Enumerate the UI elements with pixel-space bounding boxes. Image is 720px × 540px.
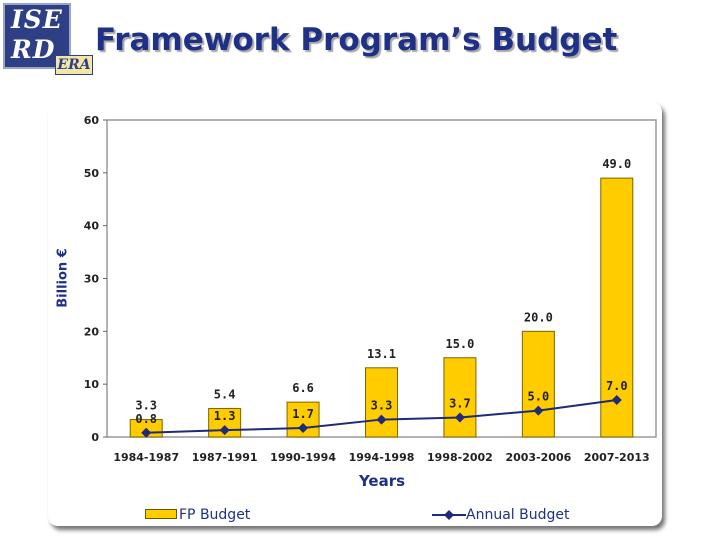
x-axis-ticks: 1984-1987 1987-1991 1990-1994 1994-1998 1998… [113, 451, 649, 464]
y-tick-label: 50 [84, 167, 100, 180]
fp-budget-data-label: 3.3 [135, 399, 157, 413]
legend-annual-budget-label: Annual Budget [466, 507, 570, 523]
fp-budget-data-label: 5.4 [214, 387, 236, 401]
fp-budget-data-label: 15.0 [445, 337, 474, 351]
annual-budget-point [298, 423, 309, 434]
y-tick-label: 40 [84, 220, 100, 233]
fp-budget-bars [129, 177, 634, 438]
x-tick-label: 1990-1994 [270, 451, 336, 464]
annual-budget-point [611, 395, 622, 406]
y-axis-ticks: 0 10 20 30 40 50 60 [84, 114, 107, 444]
x-tick-label: 2003-2006 [505, 451, 571, 464]
y-tick-label: 30 [84, 273, 100, 286]
logo-badge: ERA [55, 55, 93, 75]
x-tick-label: 1998-2002 [427, 451, 493, 464]
fp-budget-bar [286, 401, 320, 438]
y-tick-label: 10 [84, 378, 100, 391]
annual-budget-point [376, 414, 387, 425]
annual-budget-line [141, 395, 622, 438]
annual-budget-point [454, 412, 465, 423]
isered-logo: ISE RD ERA [3, 3, 93, 75]
annual-budget-data-label: 3.3 [371, 399, 393, 413]
annual-budget-data-label: 7.0 [606, 379, 628, 393]
fp-budget-bar [443, 357, 477, 438]
annual-budget-data-label: 1.3 [214, 409, 236, 423]
y-tick-label: 20 [84, 325, 100, 338]
fp-budget-bar [521, 330, 555, 438]
fp-budget-bar [365, 367, 398, 438]
logo-line1: ISE [11, 5, 63, 34]
annual-budget-data-label: 0.8 [135, 412, 157, 426]
fp-budget-data-label: 6.6 [292, 381, 314, 395]
annual-budget-point [141, 427, 152, 438]
y-tick-label: 60 [84, 114, 100, 127]
y-axis-title: Billion € [55, 248, 71, 308]
fp-budget-data-label: 13.1 [367, 347, 396, 361]
annual-budget-data-label: 5.0 [528, 390, 550, 404]
legend-line-swatch [432, 510, 466, 520]
annual-budget-data-label: 3.7 [449, 396, 471, 410]
fp-budget-bar [600, 177, 634, 438]
legend-annual-budget: Annual Budget [432, 506, 592, 524]
page-title: Framework Program’s Budget [95, 22, 618, 58]
fp-budget-data-label: 49.0 [602, 157, 631, 171]
legend-fp-budget-label: FP Budget [179, 507, 251, 523]
annual-budget-labels: 0.8 1.3 1.7 3.3 3.7 5.0 7.0 [135, 379, 627, 426]
logo-box: ISE RD [3, 3, 71, 69]
y-tick-label: 0 [91, 431, 99, 444]
x-tick-label: 1984-1987 [113, 451, 179, 464]
logo-line2: RD [11, 35, 56, 64]
legend-bar-swatch [145, 509, 177, 519]
x-tick-label: 1994-1998 [349, 451, 415, 464]
legend-fp-budget: FP Budget [145, 506, 285, 524]
x-axis-title: Years [358, 472, 406, 490]
annual-budget-data-label: 1.7 [292, 407, 314, 421]
annual-budget-point [219, 425, 230, 436]
annual-budget-point [533, 405, 544, 416]
x-tick-label: 2007-2013 [584, 451, 650, 464]
x-tick-label: 1987-1991 [192, 451, 258, 464]
fp-budget-labels: 3.3 5.4 6.6 13.1 15.0 20.0 49.0 [135, 157, 631, 412]
fp-budget-data-label: 20.0 [524, 310, 553, 324]
